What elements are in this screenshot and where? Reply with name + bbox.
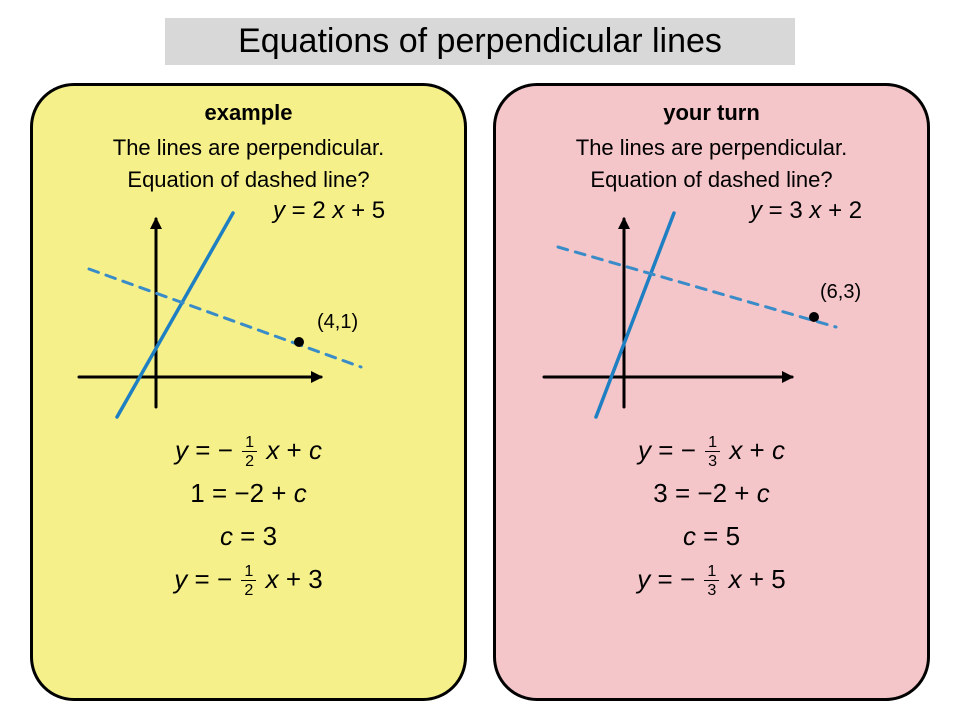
eq-step3-right: c = 5 xyxy=(518,517,905,556)
panel-label-example: example xyxy=(55,100,442,126)
panels-container: example The lines are perpendicular. Equ… xyxy=(30,83,930,701)
graph-svg-right xyxy=(524,207,854,427)
page-title: Equations of perpendicular lines xyxy=(165,18,795,65)
prompt-line2-right: Equation of dashed line? xyxy=(518,166,905,194)
point-label-right: (6,3) xyxy=(820,281,861,304)
given-equation-left: y = 2 x + 5 xyxy=(273,197,385,225)
work-equations-left: y = − 12 x + c 1 = −2 + c c = 3 y = − 12… xyxy=(55,431,442,599)
prompt-line1-left: The lines are perpendicular. xyxy=(55,134,442,162)
yourturn-panel: your turn The lines are perpendicular. E… xyxy=(493,83,930,701)
eq-final-right: y = − 13 x + 5 xyxy=(518,560,905,599)
eq-step1-left: y = − 12 x + c xyxy=(55,431,442,470)
eq-final-left: y = − 12 x + 3 xyxy=(55,560,442,599)
work-equations-right: y = − 13 x + c 3 = −2 + c c = 5 y = − 13… xyxy=(518,431,905,599)
given-equation-right: y = 3 x + 2 xyxy=(750,197,862,225)
graph-area-right: y = 3 x + 2 (6,3) xyxy=(518,197,905,427)
eq-step2-right: 3 = −2 + c xyxy=(518,474,905,513)
eq-step2-left: 1 = −2 + c xyxy=(55,474,442,513)
eq-step1-right: y = − 13 x + c xyxy=(518,431,905,470)
panel-label-yourturn: your turn xyxy=(518,100,905,126)
example-panel: example The lines are perpendicular. Equ… xyxy=(30,83,467,701)
prompt-line2-left: Equation of dashed line? xyxy=(55,166,442,194)
eq-step3-left: c = 3 xyxy=(55,517,442,556)
point-label-left: (4,1) xyxy=(317,311,358,334)
graph-area-left: y = 2 x + 5 (4,1) xyxy=(55,197,442,427)
prompt-line1-right: The lines are perpendicular. xyxy=(518,134,905,162)
